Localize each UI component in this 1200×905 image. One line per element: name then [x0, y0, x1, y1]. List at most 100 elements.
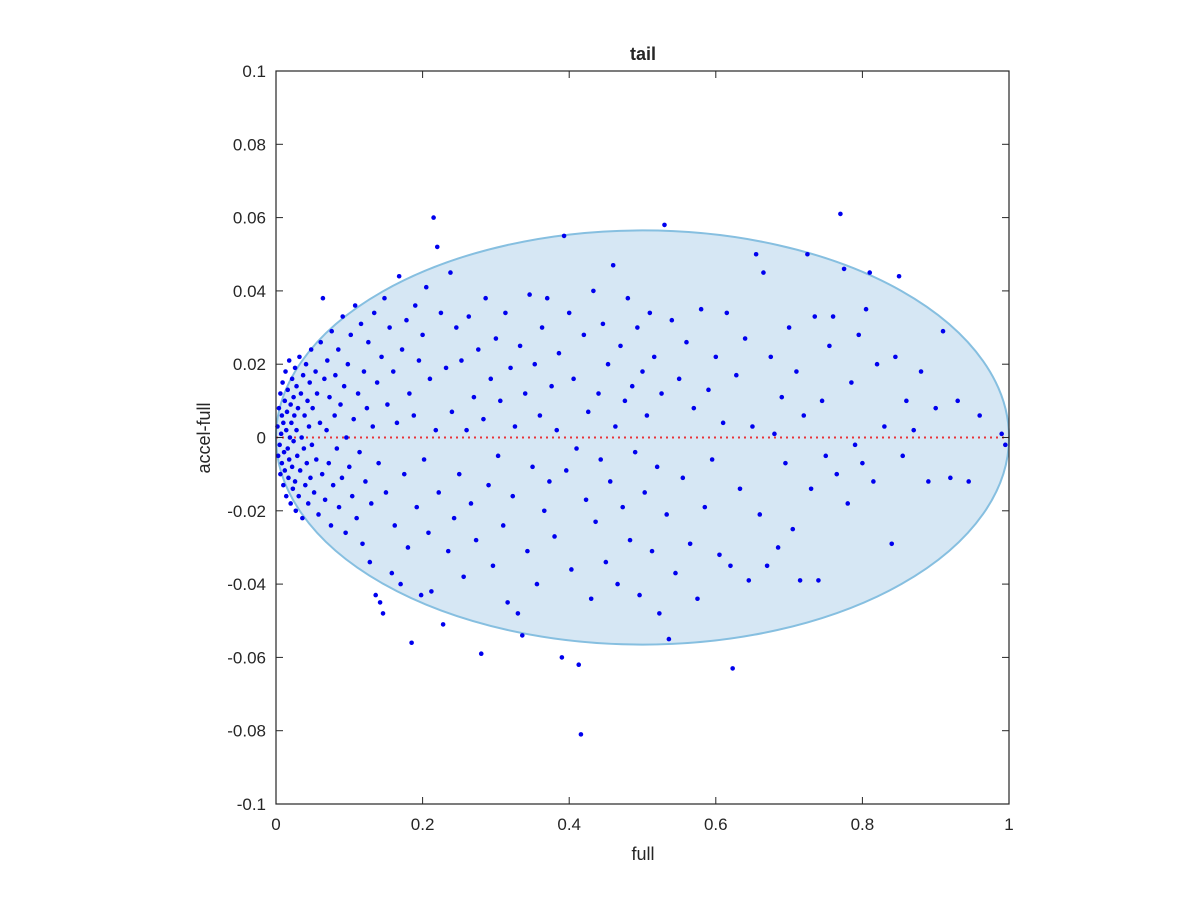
data-point	[801, 413, 807, 418]
data-point	[373, 592, 378, 598]
data-point	[849, 380, 854, 385]
data-point	[340, 314, 346, 319]
data-point	[904, 398, 909, 404]
data-point	[977, 413, 982, 418]
data-point	[285, 446, 291, 451]
data-point	[289, 464, 295, 470]
data-point	[281, 482, 286, 488]
data-point	[896, 273, 902, 279]
data-point	[358, 321, 364, 327]
data-point	[534, 581, 540, 587]
data-point	[305, 501, 311, 506]
data-point	[547, 479, 552, 484]
data-point	[349, 493, 355, 499]
data-point	[863, 306, 869, 312]
data-point	[622, 398, 628, 404]
data-point	[900, 453, 906, 459]
data-point	[282, 468, 288, 473]
data-point	[289, 420, 294, 426]
data-point	[336, 347, 341, 352]
data-point	[783, 460, 788, 466]
data-point	[640, 369, 645, 374]
data-point	[838, 211, 843, 217]
data-point	[296, 493, 302, 499]
data-point	[357, 449, 362, 455]
data-point	[559, 655, 565, 660]
data-point	[278, 431, 284, 437]
data-point	[775, 545, 781, 550]
data-point	[434, 244, 440, 250]
data-point	[772, 431, 777, 437]
data-point	[291, 438, 296, 444]
data-point	[893, 354, 898, 360]
data-point	[669, 317, 675, 323]
y-tick-label: -0.1	[237, 795, 266, 814]
data-point	[999, 431, 1004, 437]
y-axis-label: accel-full	[194, 402, 214, 473]
data-point	[860, 460, 865, 466]
data-point	[478, 651, 484, 657]
data-point	[281, 449, 287, 455]
data-point	[304, 460, 310, 466]
data-point	[286, 475, 291, 481]
data-point	[618, 343, 623, 349]
x-tick-label: 0.8	[851, 815, 875, 834]
data-point	[845, 501, 851, 506]
data-point	[673, 570, 678, 576]
data-point	[399, 347, 405, 352]
data-point	[713, 354, 719, 360]
data-point	[401, 471, 407, 477]
data-point	[569, 567, 574, 572]
data-point	[517, 343, 523, 349]
data-point	[339, 475, 345, 481]
data-point	[605, 361, 611, 367]
data-point	[351, 416, 356, 422]
data-point	[642, 490, 647, 495]
y-tick-label: -0.08	[227, 722, 266, 741]
data-point	[411, 413, 417, 418]
data-point	[510, 493, 516, 499]
data-point	[398, 581, 403, 587]
data-point	[717, 552, 722, 558]
data-point	[286, 457, 292, 462]
data-point	[302, 413, 307, 418]
data-point	[948, 475, 953, 481]
data-point	[651, 354, 657, 360]
data-point	[387, 325, 392, 330]
data-point	[295, 405, 301, 411]
data-point	[768, 354, 774, 360]
data-point	[794, 369, 799, 374]
data-point	[603, 559, 609, 565]
data-point	[753, 251, 759, 257]
data-point	[691, 405, 697, 411]
data-point	[522, 391, 528, 396]
data-point	[585, 409, 591, 415]
plot-area	[275, 229, 1010, 646]
data-point	[576, 662, 582, 668]
data-point	[918, 369, 924, 374]
data-point	[750, 424, 755, 429]
data-point	[429, 589, 434, 594]
data-point	[308, 475, 313, 481]
x-axis-label: full	[631, 844, 654, 864]
data-point	[473, 537, 479, 543]
data-point	[629, 383, 635, 389]
data-point	[405, 545, 411, 550]
data-point	[805, 251, 810, 257]
data-point	[515, 611, 521, 616]
data-point	[354, 515, 359, 521]
data-point	[911, 427, 917, 433]
data-point	[549, 383, 554, 389]
data-point	[680, 475, 686, 481]
data-point	[702, 504, 708, 510]
data-point	[544, 295, 550, 301]
data-point	[294, 383, 299, 389]
y-tick-label: 0.06	[233, 209, 266, 228]
data-point	[316, 512, 321, 517]
y-tick-label: -0.02	[227, 502, 266, 521]
data-point	[308, 347, 314, 352]
data-point	[355, 391, 361, 396]
data-point	[819, 398, 825, 404]
data-point	[404, 317, 409, 323]
